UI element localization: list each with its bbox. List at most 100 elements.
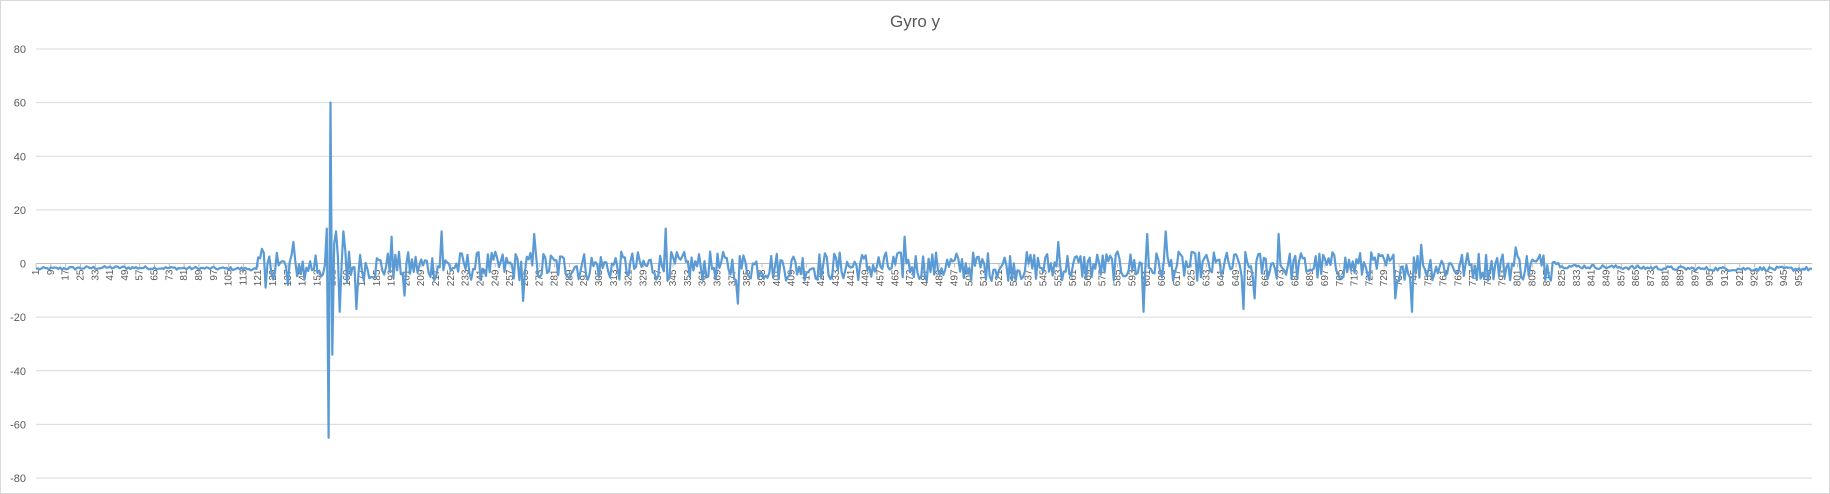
y-axis-ticks: 80 60 40 20 0 -20 -40 -60 -80 xyxy=(10,44,26,485)
x-tick-label: 817 xyxy=(1542,269,1553,286)
x-tick-label: 449 xyxy=(861,269,872,286)
x-tick-label: 945 xyxy=(1779,269,1790,286)
x-tick-label: 33 xyxy=(90,269,101,281)
x-tick-label: 417 xyxy=(801,269,812,286)
x-tick-label: 201 xyxy=(401,269,412,286)
x-tick-label: 113 xyxy=(238,269,249,285)
x-tick-label: 913 xyxy=(1720,269,1731,286)
x-tick-label: 617 xyxy=(1172,269,1183,286)
y-tick-label: 0 xyxy=(20,259,26,271)
y-tick-label: -40 xyxy=(10,366,26,378)
x-tick-label: 193 xyxy=(387,269,398,286)
x-tick-label: 921 xyxy=(1735,269,1746,286)
chart-title: Gyro y xyxy=(889,12,941,31)
x-tick-label: 905 xyxy=(1705,269,1716,286)
y-tick-label: 20 xyxy=(14,205,26,217)
x-tick-label: 441 xyxy=(846,269,857,286)
x-tick-label: 577 xyxy=(1098,269,1109,286)
x-tick-label: 953 xyxy=(1794,269,1805,286)
x-tick-label: 433 xyxy=(831,269,842,286)
x-tick-label: 89 xyxy=(194,269,205,281)
x-tick-label: 145 xyxy=(298,269,309,286)
x-tick-label: 121 xyxy=(253,269,264,286)
x-tick-label: 809 xyxy=(1527,269,1538,286)
x-tick-label: 1 xyxy=(31,269,42,275)
x-tick-label: 105 xyxy=(224,269,235,286)
x-tick-label: 593 xyxy=(1127,269,1138,286)
x-tick-label: 233 xyxy=(461,269,472,286)
x-tick-label: 729 xyxy=(1379,269,1390,286)
x-tick-label: 353 xyxy=(683,269,694,286)
x-tick-label: 745 xyxy=(1409,269,1420,286)
y-tick-label: -60 xyxy=(10,419,26,431)
x-tick-label: 281 xyxy=(550,269,561,286)
x-tick-label: 753 xyxy=(1424,269,1435,286)
x-tick-label: 849 xyxy=(1601,269,1612,286)
x-tick-label: 185 xyxy=(372,269,383,286)
x-tick-label: 937 xyxy=(1764,269,1775,286)
x-tick-label: 73 xyxy=(164,269,175,281)
x-tick-label: 801 xyxy=(1513,269,1524,286)
x-tick-label: 17 xyxy=(61,269,72,281)
x-tick-label: 665 xyxy=(1261,269,1272,286)
x-tick-label: 681 xyxy=(1290,269,1301,286)
x-tick-label: 673 xyxy=(1275,269,1286,286)
x-tick-label: 345 xyxy=(668,269,679,286)
series-layer xyxy=(35,101,1813,439)
x-tick-label: 489 xyxy=(935,269,946,286)
x-tick-label: 41 xyxy=(105,269,116,281)
x-tick-label: 769 xyxy=(1453,269,1464,286)
x-tick-label: 889 xyxy=(1676,269,1687,286)
x-tick-label: 713 xyxy=(1350,269,1361,286)
x-tick-label: 825 xyxy=(1557,269,1568,286)
x-tick-label: 9 xyxy=(46,269,57,275)
x-tick-label: 697 xyxy=(1320,269,1331,286)
x-tick-label: 337 xyxy=(653,269,664,286)
x-tick-label: 649 xyxy=(1231,269,1242,286)
x-tick-label: 457 xyxy=(875,269,886,286)
x-tick-label: 545 xyxy=(1038,269,1049,286)
x-tick-label: 409 xyxy=(787,269,798,286)
x-tick-label: 209 xyxy=(416,269,427,286)
x-tick-label: 473 xyxy=(905,269,916,286)
y-tick-label: 40 xyxy=(14,151,26,163)
x-tick-label: 81 xyxy=(179,269,190,281)
x-tick-label: 897 xyxy=(1690,269,1701,286)
x-tick-label: 929 xyxy=(1750,269,1761,286)
x-tick-label: 497 xyxy=(950,269,961,286)
x-tick-label: 657 xyxy=(1246,269,1257,286)
x-tick-label: 585 xyxy=(1113,269,1124,286)
x-tick-label: 569 xyxy=(1083,269,1094,286)
x-tick-label: 225 xyxy=(446,269,457,286)
x-tick-label: 369 xyxy=(713,269,724,286)
x-tick-label: 57 xyxy=(135,269,146,281)
x-tick-label: 321 xyxy=(624,269,635,286)
y-tick-label: -20 xyxy=(10,312,26,324)
x-tick-label: 841 xyxy=(1587,269,1598,286)
x-tick-label: 857 xyxy=(1616,269,1627,286)
x-tick-label: 625 xyxy=(1187,269,1198,286)
y-tick-label: 80 xyxy=(14,44,26,56)
y-tick-label: 60 xyxy=(14,98,26,110)
x-tick-label: 329 xyxy=(638,269,649,286)
x-tick-label: 641 xyxy=(1216,269,1227,286)
x-tick-label: 297 xyxy=(579,269,590,286)
x-tick-label: 377 xyxy=(727,269,738,286)
x-tick-label: 833 xyxy=(1572,269,1583,286)
x-tick-label: 257 xyxy=(505,269,516,286)
x-tick-label: 313 xyxy=(609,269,620,286)
x-tick-label: 601 xyxy=(1142,269,1153,286)
x-tick-label: 561 xyxy=(1068,269,1079,286)
x-tick-label: 65 xyxy=(150,269,161,281)
series-line-gyro-y xyxy=(35,101,1813,439)
x-tick-label: 49 xyxy=(120,269,131,281)
x-tick-label: 25 xyxy=(75,269,86,281)
x-tick-label: 385 xyxy=(742,269,753,286)
x-tick-label: 465 xyxy=(890,269,901,286)
x-tick-label: 761 xyxy=(1438,269,1449,286)
x-tick-label: 249 xyxy=(490,269,501,286)
x-tick-label: 97 xyxy=(209,269,220,281)
x-tick-label: 553 xyxy=(1053,269,1064,286)
